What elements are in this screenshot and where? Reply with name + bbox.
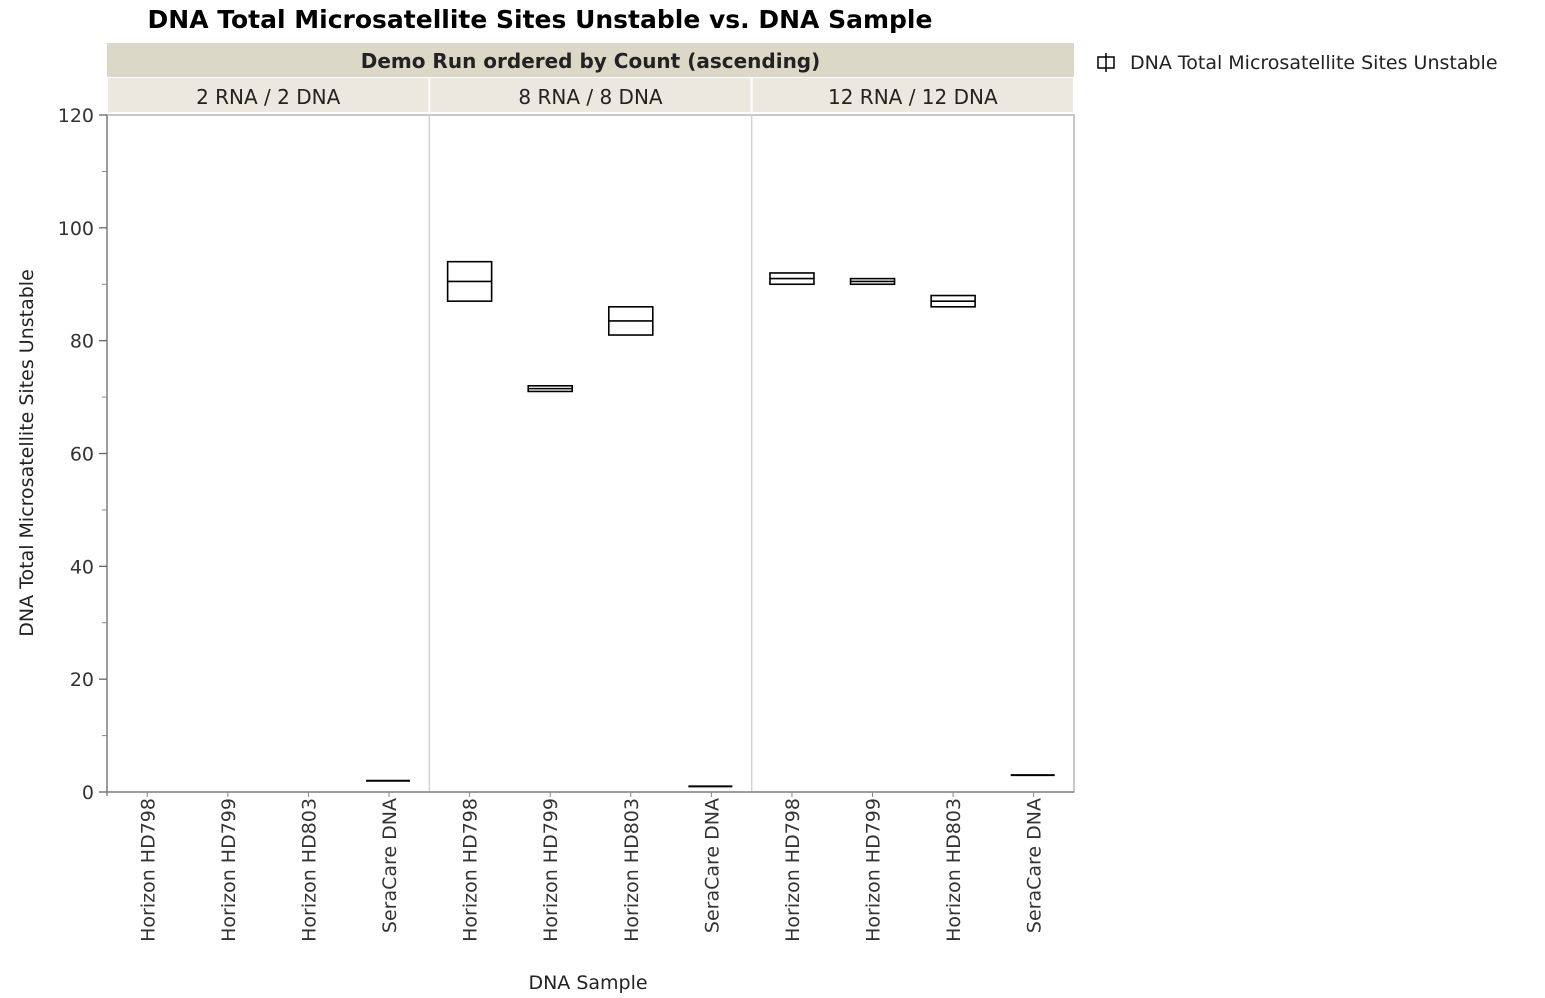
x-tick-label: Horizon HD798 — [137, 798, 159, 942]
x-tick-label: Horizon HD799 — [863, 798, 885, 942]
x-tick-label: SeraCare DNA — [701, 798, 723, 933]
panel-label: 2 RNA / 2 DNA — [196, 85, 341, 109]
y-tick-label: 120 — [58, 105, 94, 127]
x-tick-label: Horizon HD803 — [621, 798, 643, 942]
y-axis-label: DNA Total Microsatellite Sites Unstable — [16, 269, 38, 637]
panel-strip — [108, 78, 429, 112]
group-header-strip — [107, 43, 1074, 77]
box-mark — [930, 294, 976, 308]
panel-strip — [430, 78, 751, 112]
legend-label: DNA Total Microsatellite Sites Unstable — [1130, 52, 1498, 74]
group-header-label: Demo Run ordered by Count (ascending) — [361, 49, 821, 73]
x-tick-label: Horizon HD799 — [218, 798, 240, 942]
y-tick-label: 40 — [70, 556, 94, 578]
x-tick-label: Horizon HD803 — [298, 798, 320, 942]
box-mark — [769, 272, 815, 286]
panel-strip — [752, 78, 1073, 112]
x-tick-label: Horizon HD798 — [460, 798, 482, 942]
box-mark — [607, 306, 654, 336]
y-tick-label: 20 — [70, 669, 94, 691]
box-mark — [446, 260, 493, 302]
box-mark — [849, 277, 896, 286]
x-axis-label: DNA Sample — [528, 972, 647, 994]
x-tick-label: SeraCare DNA — [1024, 798, 1046, 933]
y-tick-label: 100 — [58, 218, 94, 240]
y-tick-label: 80 — [70, 331, 94, 353]
x-tick-label: Horizon HD798 — [782, 798, 804, 942]
panel-label: 12 RNA / 12 DNA — [828, 85, 998, 109]
panel-label: 8 RNA / 8 DNA — [518, 85, 663, 109]
chart-title: DNA Total Microsatellite Sites Unstable … — [148, 5, 933, 34]
plot-frame — [106, 114, 1075, 793]
x-tick-label: Horizon HD803 — [943, 798, 965, 942]
x-tick-label: SeraCare DNA — [379, 798, 401, 933]
y-tick-label: 0 — [82, 782, 94, 804]
y-tick-label: 60 — [70, 444, 94, 466]
box-mark — [527, 384, 574, 393]
legend: DNA Total Microsatellite Sites Unstable — [1097, 52, 1498, 74]
box-legend-icon — [1097, 53, 1115, 72]
x-tick-label: Horizon HD799 — [540, 798, 562, 942]
